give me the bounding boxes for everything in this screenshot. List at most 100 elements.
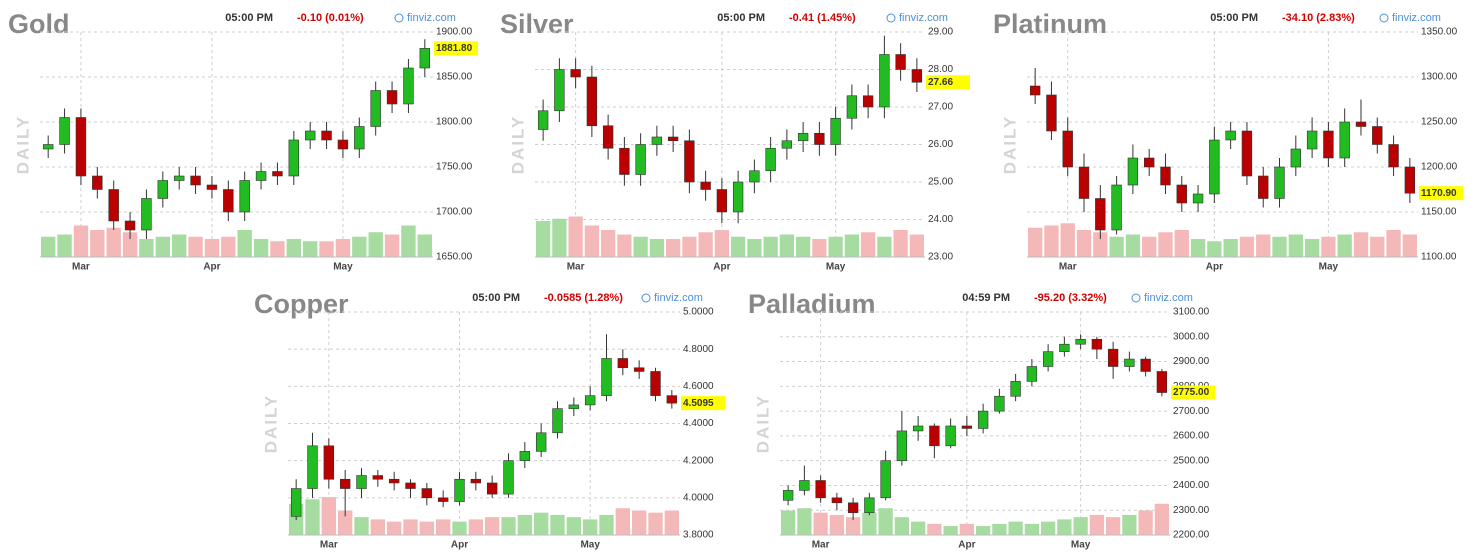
candle-body [288, 139, 300, 177]
candle-body [75, 117, 87, 177]
candle-body [977, 410, 989, 429]
source-label: finviz.com [899, 12, 948, 24]
candle-body [1127, 157, 1139, 186]
candle-body [570, 69, 581, 78]
candle-body [929, 425, 940, 447]
volume-bar [861, 232, 876, 257]
volume-bar [844, 234, 859, 257]
volume-bar [813, 512, 828, 535]
commodity-chart: Silver 05:00 PM -0.41 (1.45%) finviz.com DAI… [500, 9, 970, 273]
source-icon [1379, 13, 1389, 23]
volume-bar [664, 510, 679, 535]
candle-body [911, 69, 923, 83]
candle-body [619, 147, 630, 175]
volume-bar [485, 517, 500, 535]
candle-body [206, 184, 218, 190]
candle-body [519, 451, 531, 461]
volume-bar [911, 521, 926, 535]
candle-body [799, 480, 810, 491]
x-tick-label: Mar [72, 262, 90, 273]
volume-bar [468, 519, 483, 535]
volume-bar [550, 514, 565, 535]
y-tick-label: 1750.00 [436, 162, 473, 173]
last-price-label: 1881.80 [436, 43, 473, 54]
volume-bar [253, 239, 269, 257]
timeframe-label: DAILY [13, 115, 32, 174]
candle-body [1290, 148, 1302, 168]
candle-body [1046, 94, 1057, 132]
commodity-chart: Gold 05:00 PM -0.10 (0.01%) finviz.com DAILY… [8, 9, 478, 273]
candle-body [356, 475, 367, 489]
price-change: -0.0585 (1.28%) [544, 292, 623, 304]
x-tick-label: Mar [1059, 262, 1077, 273]
volume-bar [534, 512, 549, 535]
candle-body [1156, 371, 1168, 393]
y-tick-label: 29.00 [928, 27, 953, 38]
candle-body [1078, 166, 1090, 199]
last-price-tag [434, 41, 478, 56]
y-tick-label: 5.0000 [683, 307, 714, 318]
candle-body [1209, 139, 1220, 195]
candle-body [108, 189, 119, 222]
volume-bar [1089, 514, 1104, 535]
candle-body [1241, 130, 1253, 177]
y-tick-label: 28.00 [928, 64, 953, 75]
candle-body [535, 432, 547, 452]
volume-bar [122, 232, 138, 257]
source-icon [394, 13, 404, 23]
volume-bar [172, 234, 187, 257]
candle-body [403, 67, 414, 105]
price-change: -0.41 (1.45%) [789, 12, 856, 24]
volume-bar [270, 241, 285, 257]
candle-body [1042, 351, 1054, 367]
volume-bar [992, 523, 1007, 535]
x-tick-label: Mar [567, 262, 585, 273]
quote-time: 05:00 PM [717, 12, 765, 24]
candle-body [323, 445, 335, 480]
source-icon [886, 13, 896, 23]
volume-bar [1076, 230, 1092, 257]
volume-bar [566, 517, 581, 535]
y-tick-label: 27.00 [928, 102, 953, 113]
volume-bar [41, 236, 56, 257]
candle-body [684, 140, 695, 183]
volume-bar [1207, 241, 1222, 257]
candle-body [781, 140, 793, 149]
volume-bar [682, 236, 697, 257]
candle-body [586, 76, 598, 127]
y-tick-label: 1850.00 [436, 72, 473, 83]
y-tick-label: 1700.00 [436, 207, 473, 218]
volume-bar [846, 517, 861, 535]
timeframe-label: DAILY [753, 394, 772, 453]
volume-bar [1353, 232, 1369, 257]
candle-body [945, 425, 956, 447]
y-tick-label: 4.2000 [683, 455, 714, 466]
volume-bar [1158, 232, 1173, 257]
candle-body [1404, 166, 1416, 194]
volume-bar [1174, 230, 1189, 257]
y-tick-label: 3.8000 [683, 530, 714, 541]
chart-title: Palladium [748, 289, 876, 319]
candle-body [961, 425, 973, 429]
last-price-tag [681, 396, 725, 411]
volume-bar [1106, 517, 1121, 535]
candle-body [732, 181, 744, 213]
volume-bar [1288, 234, 1303, 257]
volume-bar [797, 508, 812, 535]
candle-body [651, 136, 663, 145]
last-price-label: 2775.00 [1173, 387, 1210, 398]
source-label: finviz.com [1392, 12, 1441, 24]
candle-body [1062, 130, 1073, 168]
candle-body [503, 460, 514, 495]
candle-body [765, 147, 776, 172]
candle-body [321, 130, 332, 141]
candle-body [633, 367, 645, 372]
source-icon [1131, 293, 1141, 303]
volume-bar [959, 523, 974, 535]
candle-body [1124, 358, 1135, 367]
candle-body [1388, 144, 1399, 168]
volume-bar [584, 225, 599, 257]
candle-body [290, 488, 302, 517]
volume-bar [352, 236, 367, 257]
candle-body [59, 117, 70, 145]
